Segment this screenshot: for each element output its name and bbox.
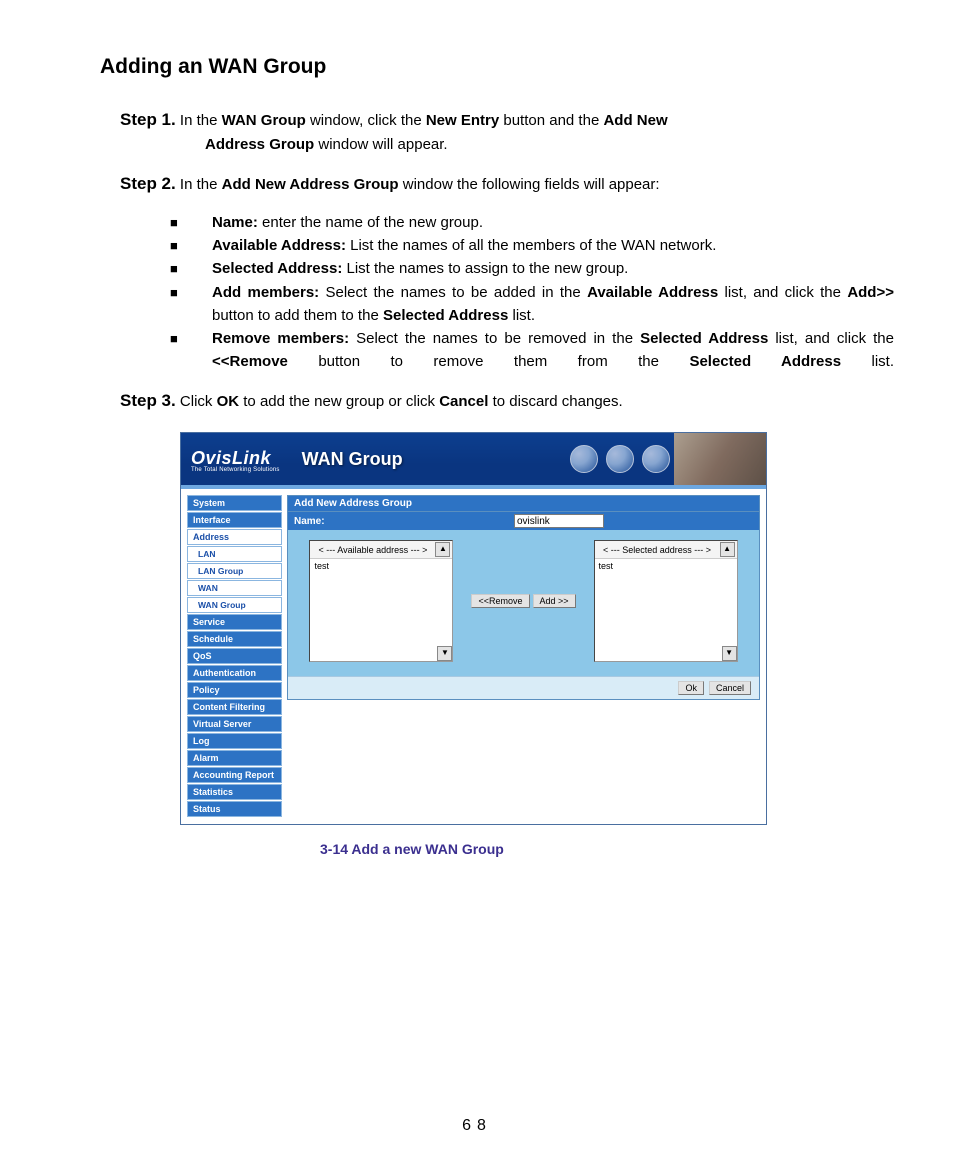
globe-icon xyxy=(606,445,634,473)
nav-qos[interactable]: QoS xyxy=(187,648,282,664)
bullet-selected: Selected Address: List the names to assi… xyxy=(170,257,894,280)
step-2-num: Step 2. xyxy=(120,174,176,193)
nav-lan-group[interactable]: LAN Group xyxy=(187,563,282,579)
step-1-text: In the WAN Group window, click the New E… xyxy=(180,112,668,129)
nav-address[interactable]: Address xyxy=(187,529,282,545)
selected-header: < --- Selected address --- > ▲ xyxy=(595,541,737,559)
window-title: WAN Group xyxy=(302,449,403,470)
available-header: < --- Available address --- > ▲ xyxy=(310,541,452,559)
step-3: Step 3. Click OK to add the new group or… xyxy=(120,388,894,414)
app-header: OvisLink The Total Networking Solutions … xyxy=(181,433,766,485)
add-group-panel: Add New Address Group Name: < --- Availa… xyxy=(287,495,760,700)
panel-footer: Ok Cancel xyxy=(288,676,759,699)
step-2: Step 2. In the Add New Address Group win… xyxy=(120,171,894,197)
available-item[interactable]: test xyxy=(314,561,448,571)
step-3-text: Click OK to add the new group or click C… xyxy=(180,393,623,410)
nav-alarm[interactable]: Alarm xyxy=(187,750,282,766)
bullet-available: Available Address: List the names of all… xyxy=(170,234,894,257)
nav-log[interactable]: Log xyxy=(187,733,282,749)
step-1-num: Step 1. xyxy=(120,110,176,129)
step-2-text: In the Add New Address Group window the … xyxy=(180,176,660,193)
scroll-down-icon[interactable]: ▼ xyxy=(437,646,452,661)
panel-title: Add New Address Group xyxy=(288,496,759,511)
header-globes-icon xyxy=(570,445,670,473)
nav-wan-group[interactable]: WAN Group xyxy=(187,597,282,613)
page-title: Adding an WAN Group xyxy=(100,55,894,79)
nav-content-filtering[interactable]: Content Filtering xyxy=(187,699,282,715)
step-1-cont: Address Group window will appear. xyxy=(205,133,894,156)
ok-button[interactable]: Ok xyxy=(678,681,704,695)
scroll-up-icon[interactable]: ▲ xyxy=(720,542,735,557)
brand-logo: OvisLink The Total Networking Solutions xyxy=(181,443,290,475)
nav-wan[interactable]: WAN xyxy=(187,580,282,596)
header-photo xyxy=(674,433,766,485)
transfer-buttons: <<Remove Add >> xyxy=(471,594,575,608)
bullet-name: Name: enter the name of the new group. xyxy=(170,211,894,234)
nav-service[interactable]: Service xyxy=(187,614,282,630)
available-listbox[interactable]: < --- Available address --- > ▲ test ▼ xyxy=(309,540,453,662)
nav-policy[interactable]: Policy xyxy=(187,682,282,698)
nav-interface[interactable]: Interface xyxy=(187,512,282,528)
page-number: 68 xyxy=(0,1117,954,1135)
selected-listbox[interactable]: < --- Selected address --- > ▲ test ▼ xyxy=(594,540,738,662)
nav-authentication[interactable]: Authentication xyxy=(187,665,282,681)
nav-schedule[interactable]: Schedule xyxy=(187,631,282,647)
sidebar: System Interface Address LAN LAN Group W… xyxy=(181,489,287,824)
add-button[interactable]: Add >> xyxy=(533,594,576,608)
step-2-bullets: Name: enter the name of the new group. A… xyxy=(170,211,894,374)
name-row: Name: xyxy=(288,511,759,530)
scroll-up-icon[interactable]: ▲ xyxy=(435,542,450,557)
screenshot-panel: OvisLink The Total Networking Solutions … xyxy=(180,432,767,825)
nav-statistics[interactable]: Statistics xyxy=(187,784,282,800)
cancel-button[interactable]: Cancel xyxy=(709,681,751,695)
step-1: Step 1. In the WAN Group window, click t… xyxy=(120,107,894,157)
dual-list: < --- Available address --- > ▲ test ▼ <… xyxy=(288,530,759,676)
nav-status[interactable]: Status xyxy=(187,801,282,817)
globe-icon xyxy=(642,445,670,473)
scroll-down-icon[interactable]: ▼ xyxy=(722,646,737,661)
selected-item[interactable]: test xyxy=(599,561,733,571)
name-label: Name: xyxy=(294,516,514,527)
name-input[interactable] xyxy=(514,514,604,528)
step-3-num: Step 3. xyxy=(120,391,176,410)
nav-lan[interactable]: LAN xyxy=(187,546,282,562)
nav-virtual-server[interactable]: Virtual Server xyxy=(187,716,282,732)
nav-system[interactable]: System xyxy=(187,495,282,511)
globe-icon xyxy=(570,445,598,473)
remove-button[interactable]: <<Remove xyxy=(471,594,529,608)
bullet-add-members: Add members: Select the names to be adde… xyxy=(170,281,894,328)
bullet-remove-members: Remove members: Select the names to be r… xyxy=(170,327,894,374)
figure-caption: 3-14 Add a new WAN Group xyxy=(320,841,894,857)
main-content: Add New Address Group Name: < --- Availa… xyxy=(287,489,766,706)
nav-accounting-report[interactable]: Accounting Report xyxy=(187,767,282,783)
